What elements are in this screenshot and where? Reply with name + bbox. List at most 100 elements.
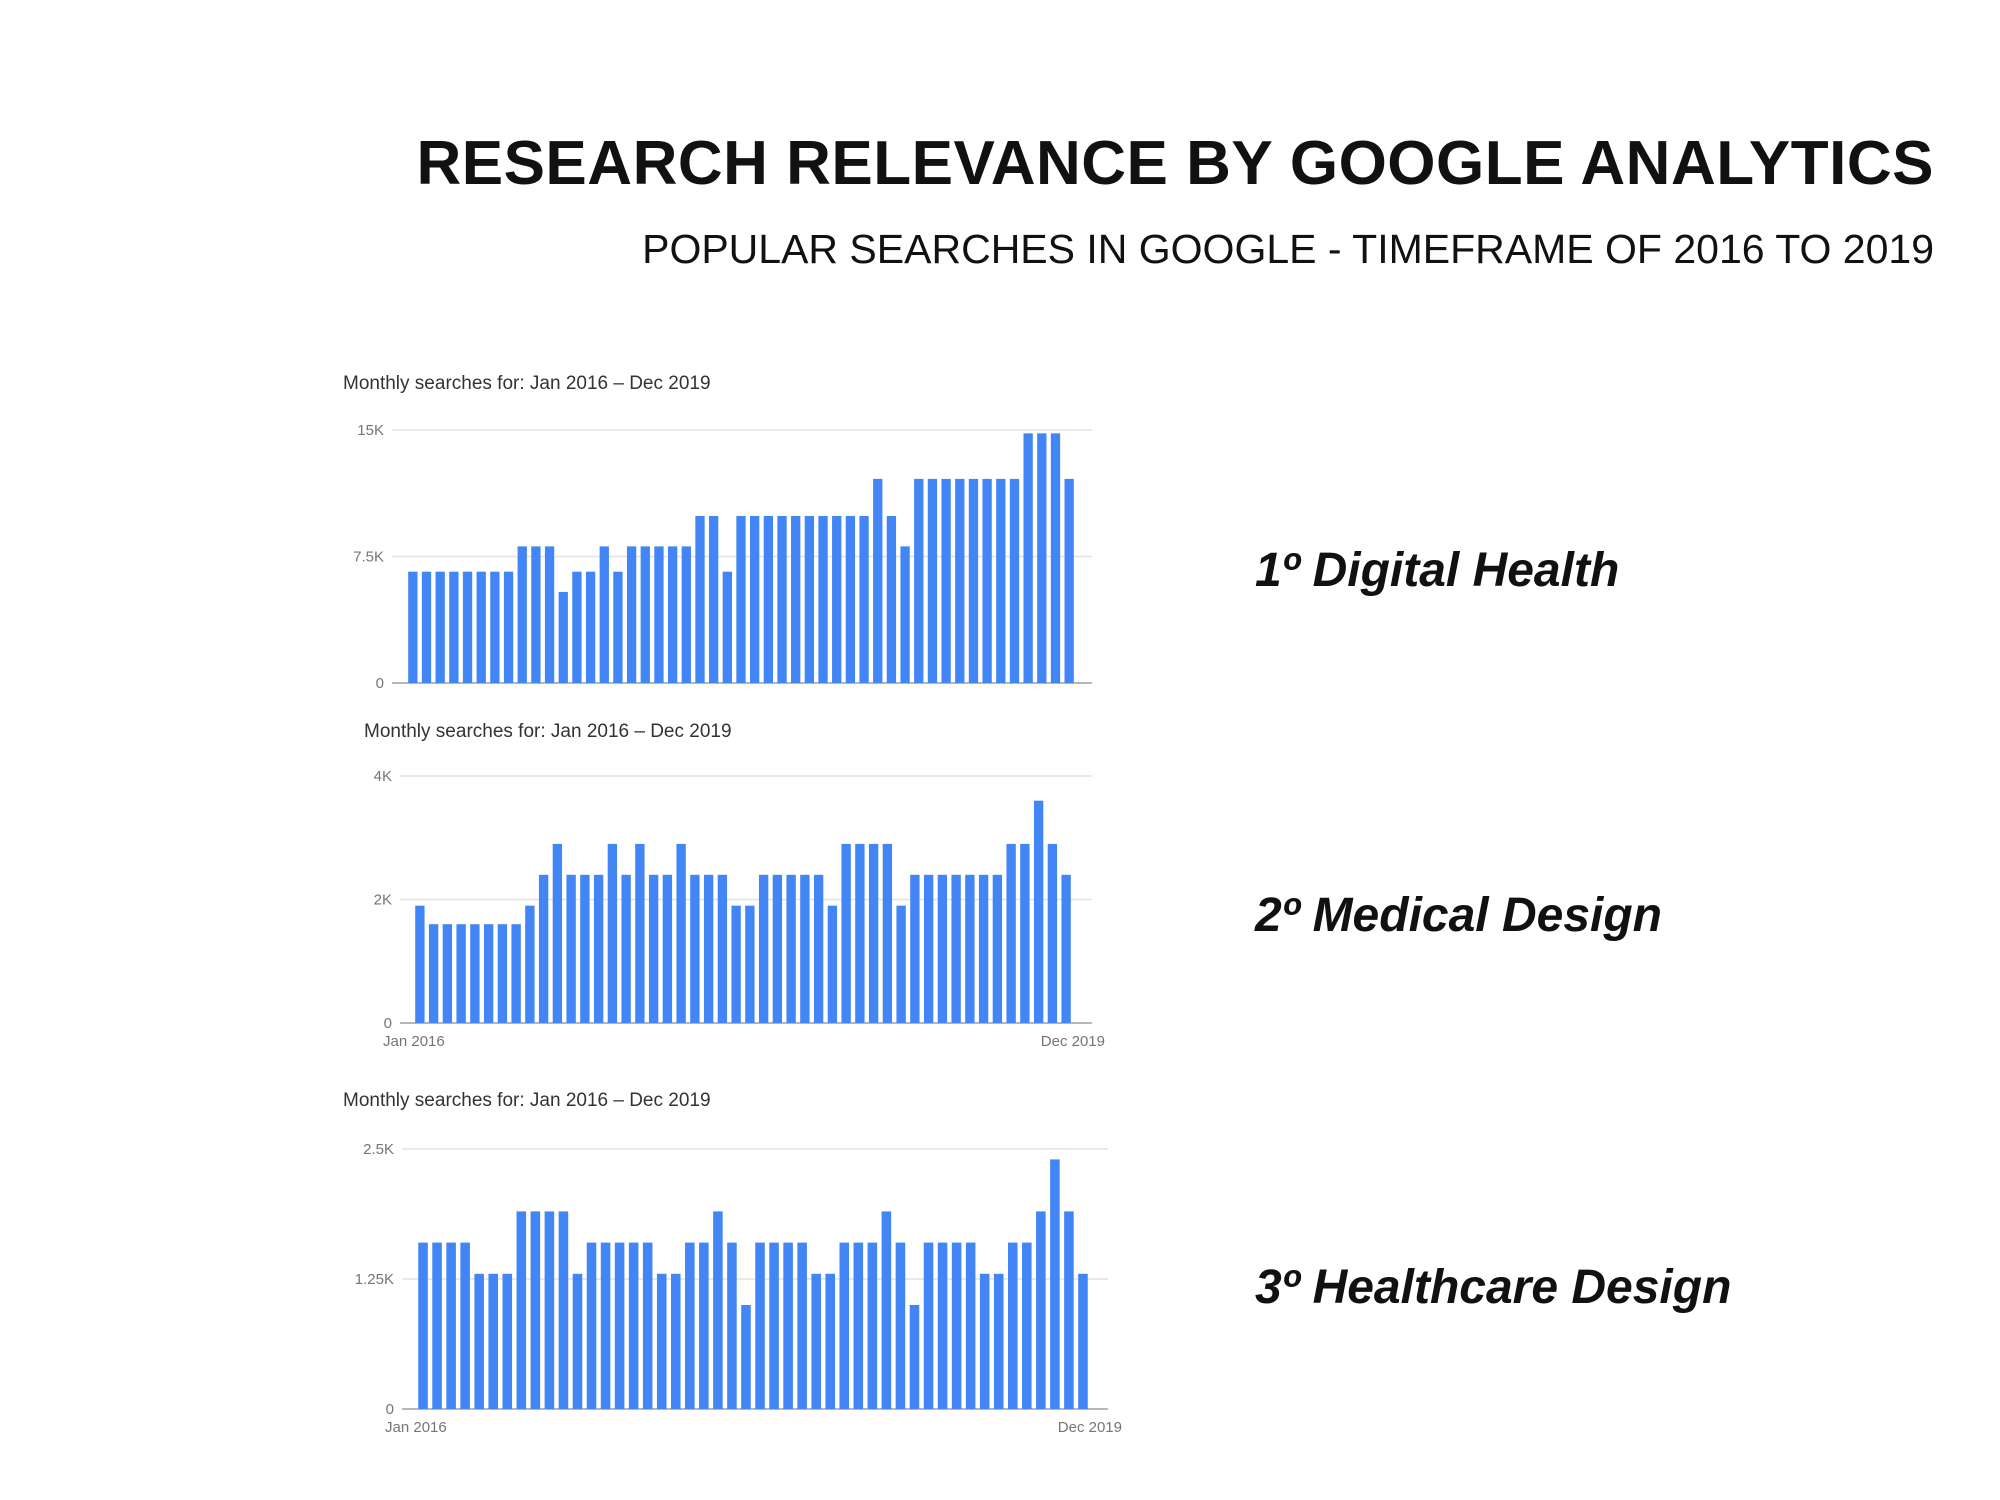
- chart-medical-design: Monthly searches for: Jan 2016 – Dec 201…: [364, 721, 1105, 1050]
- x-tick-label: Jan 2016: [385, 1419, 447, 1436]
- bar: [786, 874, 796, 1023]
- ranking-medical-design: 2º Medical Design: [1255, 889, 1662, 942]
- bar: [586, 1242, 597, 1409]
- bar: [558, 591, 568, 683]
- bar: [530, 1211, 541, 1409]
- bar: [685, 1242, 695, 1409]
- bar: [600, 1242, 611, 1409]
- bar: [695, 516, 705, 683]
- bar: [873, 478, 883, 683]
- bar: [585, 571, 596, 683]
- bar: [415, 905, 425, 1023]
- bar: [914, 478, 924, 683]
- y-tick-label: 0: [386, 1401, 394, 1418]
- bar: [827, 905, 838, 1023]
- bar: [483, 924, 494, 1023]
- bar: [1022, 1242, 1032, 1409]
- bar: [978, 874, 989, 1023]
- bar: [662, 874, 673, 1023]
- bar: [832, 516, 842, 683]
- bar: [502, 1273, 513, 1409]
- bar: [745, 905, 755, 1023]
- bar: [713, 1211, 723, 1409]
- bar: [882, 843, 893, 1023]
- bar: [886, 516, 897, 683]
- bar: [1064, 1211, 1074, 1409]
- bar: [758, 874, 769, 1023]
- bar: [1037, 433, 1047, 683]
- bar: [979, 1273, 990, 1409]
- bar: [642, 1242, 653, 1409]
- bar: [580, 874, 590, 1023]
- bar: [755, 1242, 765, 1409]
- bar: [421, 571, 432, 683]
- bar: [769, 1242, 779, 1409]
- bar: [517, 546, 527, 683]
- bar: [681, 546, 691, 683]
- bar: [1009, 478, 1020, 683]
- bar: [470, 924, 480, 1023]
- bar: [709, 516, 719, 683]
- bar: [951, 1242, 962, 1409]
- bar: [896, 905, 906, 1023]
- bar: [525, 905, 535, 1023]
- bar: [923, 1242, 934, 1409]
- bar: [727, 1242, 737, 1409]
- bar: [813, 874, 824, 1023]
- bar: [656, 1273, 667, 1409]
- bar: [1033, 800, 1044, 1023]
- bar: [428, 924, 439, 1023]
- bar: [900, 546, 910, 683]
- bar: [1036, 1211, 1046, 1409]
- bar: [927, 478, 938, 683]
- bar: [992, 874, 1003, 1023]
- y-tick-label: 0: [384, 1015, 392, 1032]
- bar: [699, 1242, 709, 1409]
- y-tick-label: 2.5K: [363, 1141, 394, 1158]
- page-title: RESEARCH RELEVANCE BY GOOGLE ANALYTICS: [416, 129, 1934, 198]
- bar: [717, 874, 728, 1023]
- bar: [558, 1211, 569, 1409]
- bar: [1006, 843, 1016, 1023]
- bar: [895, 1242, 906, 1409]
- ranking-digital-health: 1º Digital Health: [1255, 544, 1620, 597]
- bar: [435, 571, 445, 683]
- bar: [690, 874, 700, 1023]
- bar: [635, 843, 645, 1023]
- bar: [731, 905, 741, 1023]
- bar: [1061, 874, 1071, 1023]
- bar: [825, 1273, 835, 1409]
- bar: [965, 874, 975, 1023]
- y-tick-label: 15K: [357, 422, 384, 439]
- bar: [667, 546, 678, 683]
- bar: [839, 1242, 850, 1409]
- bar: [432, 1242, 442, 1409]
- bar: [1050, 433, 1061, 683]
- bar: [1078, 1273, 1088, 1409]
- bar: [868, 843, 879, 1023]
- y-tick-label: 1.25K: [355, 1271, 394, 1288]
- bar: [703, 874, 714, 1023]
- bar: [909, 1305, 920, 1409]
- bar: [476, 571, 486, 683]
- bar: [804, 516, 815, 683]
- y-tick-label: 2K: [374, 892, 392, 909]
- page-subtitle: POPULAR SEARCHES IN GOOGLE - TIMEFRAME O…: [642, 226, 1934, 272]
- bar: [859, 516, 869, 683]
- bar: [818, 516, 828, 683]
- bar: [955, 478, 965, 683]
- bar: [968, 478, 979, 683]
- bar: [446, 1242, 456, 1409]
- bar: [572, 1273, 583, 1409]
- bar: [800, 874, 810, 1023]
- bar: [1050, 1159, 1060, 1409]
- chart-caption: Monthly searches for: Jan 2016 – Dec 201…: [364, 721, 732, 742]
- bar: [572, 571, 582, 683]
- bar: [1020, 843, 1030, 1023]
- bar: [965, 1242, 976, 1409]
- bar: [488, 1273, 498, 1409]
- bar: [853, 1242, 864, 1409]
- chart-digital-health: Monthly searches for: Jan 2016 – Dec 201…: [343, 373, 1092, 692]
- bar: [474, 1273, 484, 1409]
